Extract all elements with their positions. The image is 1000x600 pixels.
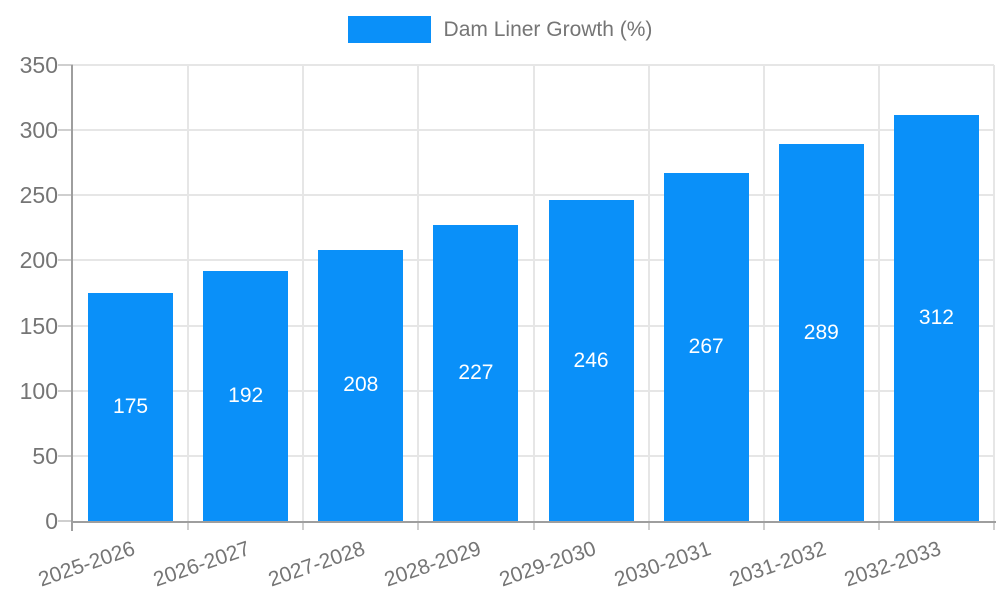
y-axis-tick: [58, 129, 73, 132]
legend[interactable]: Dam Liner Growth (%): [0, 16, 1000, 43]
y-axis-tick-label: 50: [32, 442, 58, 469]
bar[interactable]: 246: [548, 200, 634, 521]
x-axis-line: [71, 521, 996, 523]
bar-value-label: 267: [688, 335, 724, 359]
y-axis-tick-label: 250: [19, 182, 58, 209]
y-axis-tick-label: 300: [19, 117, 58, 144]
bar[interactable]: 289: [778, 144, 864, 521]
x-axis-tick-label: 2032-2033: [841, 537, 944, 592]
bar-value-label: 227: [458, 361, 494, 385]
bar-value-label: 246: [573, 348, 609, 372]
y-axis-tick: [58, 389, 73, 392]
bar[interactable]: 208: [318, 250, 404, 521]
y-axis-tick-label: 150: [19, 312, 58, 339]
x-axis-tick: [417, 521, 420, 530]
x-axis-tick: [532, 521, 535, 530]
x-axis-tick-label: 2030-2031: [611, 537, 714, 592]
legend-swatch: [347, 16, 431, 43]
gridline-vertical: [187, 65, 190, 521]
x-axis-tick: [302, 521, 305, 530]
y-axis-tick: [58, 194, 73, 197]
gridline-vertical: [417, 65, 420, 521]
x-axis-tick: [877, 521, 880, 530]
y-axis-line: [71, 65, 73, 531]
gridline-vertical: [993, 65, 995, 521]
x-axis-tick-label: 2025-2026: [35, 537, 139, 592]
gridline-vertical: [877, 65, 880, 521]
bar-value-label: 175: [113, 395, 149, 418]
bar[interactable]: 175: [88, 293, 174, 521]
y-axis-tick: [58, 520, 73, 522]
bar[interactable]: 192: [203, 270, 289, 521]
y-axis-tick-label: 350: [19, 52, 58, 78]
plot-area: 175 192 208 227 246 267 289 312: [58, 64, 996, 531]
x-axis-tick-label: 2029-2030: [496, 537, 599, 592]
gridline-vertical: [647, 65, 650, 521]
gridline-vertical: [762, 65, 765, 521]
x-axis-tick: [762, 521, 765, 530]
x-axis-tick: [187, 521, 190, 530]
x-axis-tick: [993, 521, 995, 530]
x-axis-tick-label: 2028-2029: [380, 537, 484, 592]
y-axis-tick-label: 200: [19, 247, 58, 274]
bar-value-label: 208: [343, 373, 379, 397]
y-axis-tick: [58, 454, 73, 457]
bar-value-label: 312: [918, 305, 954, 329]
bar[interactable]: 312: [893, 114, 979, 521]
bar-value-label: 192: [228, 383, 264, 407]
y-axis-tick: [58, 259, 73, 262]
bar[interactable]: 227: [433, 225, 519, 521]
x-axis-tick-label: 2026-2027: [150, 537, 254, 592]
y-axis-tick-label: 100: [19, 377, 58, 404]
legend-label: Dam Liner Growth (%): [443, 17, 653, 41]
y-axis-tick-label: 0: [45, 508, 58, 534]
x-axis-tick-label: 2031-2032: [726, 537, 829, 592]
x-axis-tick-label: 2027-2028: [265, 537, 369, 592]
bar-value-label: 289: [803, 320, 839, 344]
gridline-vertical: [302, 65, 305, 521]
gridline-vertical: [532, 65, 535, 521]
bar[interactable]: 267: [663, 173, 749, 521]
x-axis-tick: [647, 521, 650, 530]
y-axis-tick: [58, 324, 73, 327]
y-axis-tick: [58, 64, 73, 66]
